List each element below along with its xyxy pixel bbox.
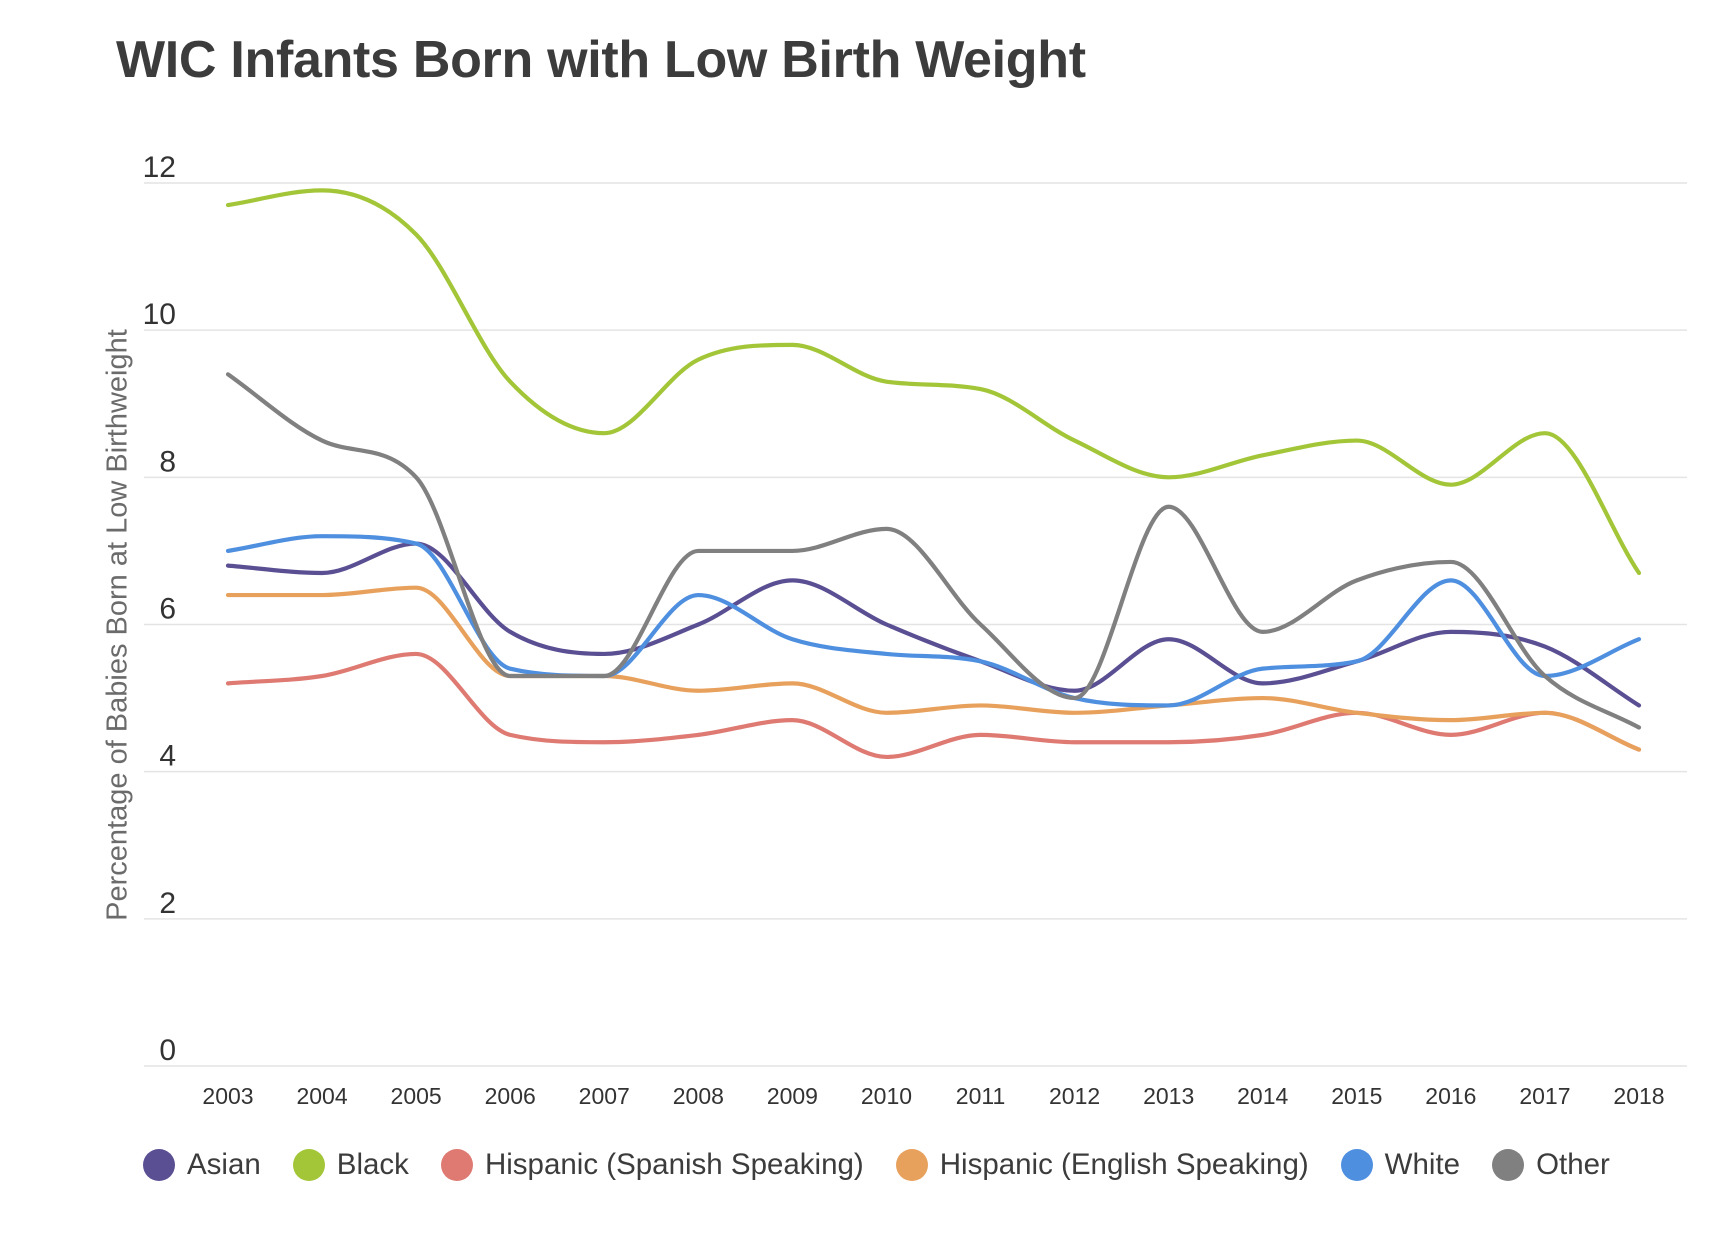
svg-text:4: 4 [159,740,176,773]
svg-text:2006: 2006 [485,1083,536,1109]
svg-text:2016: 2016 [1425,1083,1476,1109]
svg-text:2011: 2011 [956,1083,1005,1109]
svg-text:2010: 2010 [861,1083,912,1109]
svg-text:2017: 2017 [1519,1083,1570,1109]
svg-text:2003: 2003 [202,1083,253,1109]
svg-text:2018: 2018 [1613,1083,1664,1109]
svg-text:2015: 2015 [1331,1083,1382,1109]
svg-text:0: 0 [159,1034,176,1067]
svg-text:8: 8 [159,445,176,478]
svg-text:2005: 2005 [391,1083,442,1109]
svg-text:2013: 2013 [1143,1083,1194,1109]
svg-text:10: 10 [143,298,176,331]
svg-text:2007: 2007 [579,1083,630,1109]
svg-text:2: 2 [159,887,176,920]
svg-text:2012: 2012 [1049,1083,1100,1109]
svg-text:12: 12 [143,151,176,184]
svg-text:6: 6 [159,593,176,626]
svg-text:2008: 2008 [673,1083,724,1109]
svg-text:2014: 2014 [1237,1083,1288,1109]
svg-text:2009: 2009 [767,1083,818,1109]
svg-text:2004: 2004 [296,1083,347,1109]
